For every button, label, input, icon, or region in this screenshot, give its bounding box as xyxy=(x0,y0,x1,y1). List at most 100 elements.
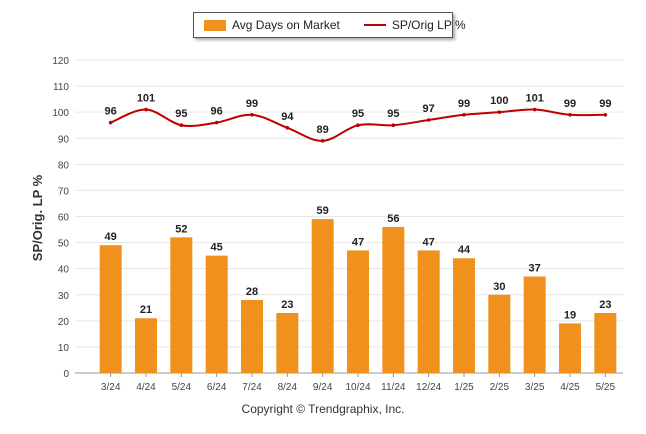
legend-line-swatch xyxy=(363,24,386,26)
line-point xyxy=(285,126,290,130)
legend-line-label: SP/Orig LP % xyxy=(391,18,466,32)
bar xyxy=(205,255,228,373)
line-point xyxy=(108,120,113,125)
x-tick-label: 1/25 xyxy=(454,382,474,393)
x-tick-label: 11/24 xyxy=(381,382,406,393)
bar-value-label: 44 xyxy=(458,244,471,256)
bar xyxy=(559,323,581,373)
y-tick-label: 20 xyxy=(58,317,70,328)
line-value-label: 96 xyxy=(211,106,223,118)
bar-value-label: 30 xyxy=(493,281,505,293)
bar xyxy=(311,219,334,373)
bar xyxy=(488,294,511,373)
y-tick-label: 0 xyxy=(63,369,69,380)
copyright-text: Copyright © Trendgraphix, Inc. xyxy=(241,402,405,416)
y-axis-ticks: 0 10 20 30 40 50 60 70 80 90 100 110 120 xyxy=(52,56,69,380)
bar-value-label: 45 xyxy=(211,242,223,254)
line-value-label: 99 xyxy=(246,98,258,110)
y-tick-label: 30 xyxy=(58,291,70,302)
bar xyxy=(276,313,299,373)
line-value-label: 99 xyxy=(599,98,611,110)
bar xyxy=(99,245,122,373)
line-value-label: 101 xyxy=(137,93,155,105)
bar-value-label: 49 xyxy=(105,231,117,243)
line-value-label: 95 xyxy=(387,108,399,120)
line-value-label: 99 xyxy=(564,98,576,110)
bar xyxy=(135,318,157,373)
line-point xyxy=(391,123,396,128)
y-axis-label: SP/Orig. LP % xyxy=(30,174,45,261)
x-tick-label: 4/24 xyxy=(136,382,156,393)
y-tick-label: 50 xyxy=(58,239,70,250)
legend-bar-swatch xyxy=(204,19,226,31)
line-point xyxy=(179,123,184,128)
line-value-label: 97 xyxy=(423,103,435,115)
bar xyxy=(347,250,369,373)
x-tick-label: 5/25 xyxy=(596,382,616,393)
legend-item-line[interactable]: SP/Orig LP % xyxy=(363,18,466,32)
x-tick-label: 3/24 xyxy=(101,382,121,393)
bar xyxy=(453,258,475,373)
line-value-label: 101 xyxy=(525,93,543,105)
x-tick-label: 4/25 xyxy=(560,382,580,393)
y-tick-label: 70 xyxy=(58,186,70,197)
line-point xyxy=(568,112,572,117)
x-tick-label: 6/24 xyxy=(207,382,227,393)
y-tick-label: 40 xyxy=(58,265,70,276)
bar xyxy=(170,237,193,373)
x-tick-label: 3/25 xyxy=(525,382,545,393)
legend-item-bar[interactable]: Avg Days on Market xyxy=(204,18,340,32)
line-point xyxy=(214,120,219,125)
bar-value-label: 59 xyxy=(317,205,329,217)
line-point xyxy=(603,112,608,117)
line-point xyxy=(356,123,360,128)
line-point xyxy=(250,112,254,117)
y-tick-label: 120 xyxy=(52,56,69,67)
legend-bar-label: Avg Days on Market xyxy=(232,18,340,32)
line-value-label: 89 xyxy=(317,124,329,136)
bar-value-label: 47 xyxy=(423,236,435,248)
legend: Avg Days on Market SP/Orig LP % xyxy=(193,12,466,38)
bar-value-label: 23 xyxy=(599,299,611,311)
bar-value-label: 37 xyxy=(529,262,541,274)
bar xyxy=(523,276,546,373)
x-tick-label: 9/24 xyxy=(313,382,333,393)
y-tick-label: 60 xyxy=(58,213,70,224)
line-value-label: 94 xyxy=(281,111,294,123)
bar-value-label: 47 xyxy=(352,236,364,248)
line-point xyxy=(320,139,325,143)
y-tick-label: 110 xyxy=(53,82,69,93)
bar-series xyxy=(99,219,617,373)
line-value-label: 95 xyxy=(352,108,364,120)
y-tick-label: 100 xyxy=(52,108,69,119)
line-point xyxy=(426,118,431,122)
bar xyxy=(594,313,617,373)
bar xyxy=(241,299,263,373)
x-tick-label: 12/24 xyxy=(416,382,441,393)
line-point xyxy=(144,107,148,112)
bar-value-label: 23 xyxy=(281,299,293,311)
bar-data-labels: 49 21 52 45 28 23 59 47 56 47 44 30 37 19 23 xyxy=(105,205,612,321)
line-value-label: 99 xyxy=(458,98,470,110)
y-tick-label: 80 xyxy=(58,160,70,171)
x-tick-label: 2/25 xyxy=(490,382,510,393)
x-axis-ticks: 3/24 4/24 5/24 6/24 7/24 8/24 9/24 10/24 11/24 12… xyxy=(101,373,616,393)
x-tick-label: 7/24 xyxy=(242,382,262,393)
x-tick-label: 10/24 xyxy=(345,382,370,393)
line-value-label: 100 xyxy=(490,95,508,107)
line-value-label: 95 xyxy=(175,108,187,120)
bar-value-label: 52 xyxy=(175,223,187,235)
y-tick-label: 10 xyxy=(58,343,70,354)
bar-value-label: 56 xyxy=(387,213,399,225)
x-tick-label: 5/24 xyxy=(172,382,192,393)
line-point xyxy=(462,112,466,117)
line-point xyxy=(532,107,537,112)
bar xyxy=(382,226,405,373)
line-value-label: 96 xyxy=(105,106,117,118)
y-tick-label: 90 xyxy=(58,134,70,145)
line-series xyxy=(108,107,608,143)
x-tick-label: 8/24 xyxy=(278,382,298,393)
bar-value-label: 28 xyxy=(246,286,258,298)
line-data-labels: 96 101 95 96 99 94 89 95 95 97 99 100 101 99 99 xyxy=(105,93,612,136)
